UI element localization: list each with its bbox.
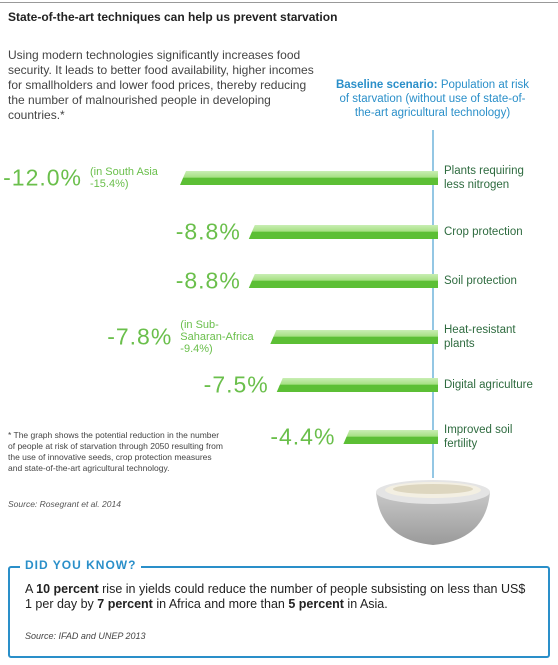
baseline-title: Baseline scenario: xyxy=(335,79,438,91)
category-label: Digital agriculture xyxy=(444,379,533,391)
did-you-know-box xyxy=(8,566,550,658)
text-run: in Africa and more than xyxy=(152,597,289,611)
footnote: * The graph shows the potential reductio… xyxy=(8,430,223,473)
top-rule xyxy=(0,2,558,3)
annotation: (in South Asia -15.4%) xyxy=(90,166,158,190)
text-run: A xyxy=(25,582,37,596)
text-run: 10 percent xyxy=(36,582,99,596)
did-you-know-source: Source: IFAD and UNEP 2013 xyxy=(25,631,146,641)
text-run: in Asia. xyxy=(343,597,388,611)
text-run: rise in yields could reduce the number o… xyxy=(25,582,526,611)
text-run: 7 percent xyxy=(97,597,153,611)
bar xyxy=(270,330,438,344)
value-label: -12.0% xyxy=(3,164,82,191)
annotation: (in Sub-Saharan-Africa -9.4%) xyxy=(180,319,254,355)
category-label: Heat-resistant plants xyxy=(444,324,516,350)
rice-bowl xyxy=(376,480,490,545)
bar xyxy=(248,225,438,239)
intro: Using modern technologies significantly … xyxy=(8,48,314,122)
category-label: Plants requiring less nitrogen xyxy=(444,165,524,191)
did-you-know-title: DID YOU KNOW? xyxy=(20,558,142,572)
did-you-know-text: A 10 percent rise in yields could reduce… xyxy=(25,582,535,612)
bar xyxy=(276,378,438,392)
value-label: -8.8% xyxy=(175,218,241,245)
category-label: Soil protection xyxy=(444,275,517,287)
baseline-label: Baseline scenario: Population at risk of… xyxy=(330,78,535,120)
bar xyxy=(180,171,438,185)
bar xyxy=(248,274,438,288)
text-run: 5 percent xyxy=(288,597,344,611)
value-label: -8.8% xyxy=(175,267,241,294)
baseline-text: Population at risk of starvation (withou… xyxy=(339,79,530,119)
category-label: Crop protection xyxy=(444,226,523,238)
bar xyxy=(343,430,438,444)
source: Source: Rosegrant et al. 2014 xyxy=(8,499,121,509)
value-label: -7.8% xyxy=(107,323,173,350)
value-label: -7.5% xyxy=(203,371,269,398)
value-label: -4.4% xyxy=(270,423,336,450)
title: State-of-the-art techniques can help us … xyxy=(8,10,338,24)
category-label: Improved soil fertility xyxy=(444,424,513,450)
